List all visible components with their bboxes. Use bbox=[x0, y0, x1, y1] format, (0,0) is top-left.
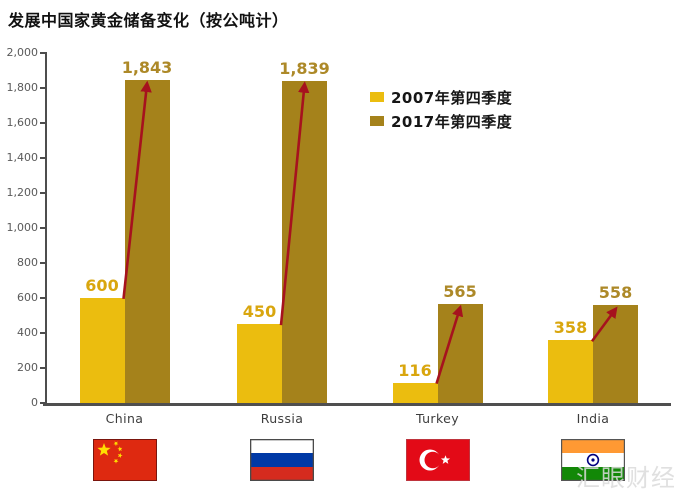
value-label-2017: 1,839 bbox=[279, 58, 330, 78]
legend-swatch-icon bbox=[370, 116, 384, 126]
y-axis-tick-mark bbox=[40, 191, 46, 194]
turkey-flag-icon bbox=[405, 439, 470, 481]
value-label-2007: 358 bbox=[553, 318, 588, 338]
category-label-china: China bbox=[105, 411, 144, 426]
legend-item-2007: 2007年第四季度 bbox=[370, 85, 512, 109]
y-axis-tick-label: 1,600 bbox=[6, 115, 39, 129]
y-axis-tick-label: 1,400 bbox=[6, 150, 39, 164]
legend-item-label: 2007年第四季度 bbox=[391, 88, 513, 107]
y-axis-line bbox=[45, 52, 47, 404]
y-axis-tick-mark bbox=[40, 296, 46, 299]
y-axis-tick-mark bbox=[40, 51, 46, 54]
legend-swatch-icon bbox=[370, 92, 384, 102]
y-axis-tick-label: 600 bbox=[17, 290, 38, 304]
flag-turkey bbox=[405, 439, 470, 481]
y-axis-tick-label: 1,000 bbox=[6, 220, 39, 234]
category-label-india: India bbox=[576, 411, 610, 426]
flag-russia bbox=[250, 439, 314, 481]
value-label-2017: 565 bbox=[443, 281, 477, 301]
y-axis-tick-mark bbox=[40, 156, 46, 159]
china-flag-icon bbox=[92, 439, 157, 481]
category-label-russia: Russia bbox=[260, 411, 304, 426]
flag-china bbox=[92, 439, 157, 481]
category-label-turkey: Turkey bbox=[415, 411, 460, 426]
y-axis-tick-label: 0 bbox=[31, 396, 38, 409]
chart-title: 发展中国家黄金储备变化（按公吨计） bbox=[8, 11, 289, 30]
y-axis-tick-mark bbox=[40, 86, 46, 89]
y-axis-tick-mark bbox=[40, 121, 46, 124]
bar-2017-india bbox=[593, 305, 638, 403]
chart-legend: 2007年第四季度 2017年第四季度 bbox=[370, 85, 512, 133]
y-axis-tick-label: 200 bbox=[17, 360, 38, 374]
y-axis-tick-label: 2,000 bbox=[6, 45, 39, 59]
legend-item-2017: 2017年第四季度 bbox=[370, 109, 512, 133]
watermark: 汇眼财经 bbox=[576, 464, 674, 492]
y-axis-tick-mark bbox=[40, 226, 46, 229]
bar-2017-turkey bbox=[437, 303, 483, 403]
y-axis-tick-label: 800 bbox=[17, 255, 38, 269]
y-axis-tick-mark bbox=[40, 402, 46, 404]
bar-2017-china bbox=[124, 80, 170, 403]
value-label-2007: 116 bbox=[398, 360, 432, 380]
value-label-2007: 450 bbox=[242, 302, 277, 322]
y-axis-tick-label: 1,800 bbox=[6, 80, 39, 94]
y-axis-tick-label: 1,200 bbox=[6, 185, 39, 199]
y-axis-tick-mark bbox=[40, 331, 46, 334]
bar-2007-turkey bbox=[392, 382, 438, 403]
bar-2017-russia bbox=[282, 80, 327, 403]
legend-item-label: 2017年第四季度 bbox=[391, 112, 513, 131]
x-axis-line bbox=[43, 403, 671, 406]
bar-2007-india bbox=[548, 340, 593, 403]
value-label-2017: 1,843 bbox=[121, 58, 173, 77]
y-axis-tick-mark bbox=[40, 261, 46, 264]
flag-india bbox=[561, 439, 625, 481]
bar-2007-china bbox=[79, 297, 125, 403]
russia-flag-icon bbox=[250, 439, 314, 481]
y-axis-tick-label: 400 bbox=[17, 325, 38, 339]
y-axis-tick-mark bbox=[40, 366, 46, 369]
value-label-2017: 558 bbox=[598, 283, 633, 303]
bar-2007-russia bbox=[237, 324, 282, 403]
value-label-2007: 600 bbox=[85, 275, 119, 295]
india-flag-icon bbox=[561, 439, 625, 481]
